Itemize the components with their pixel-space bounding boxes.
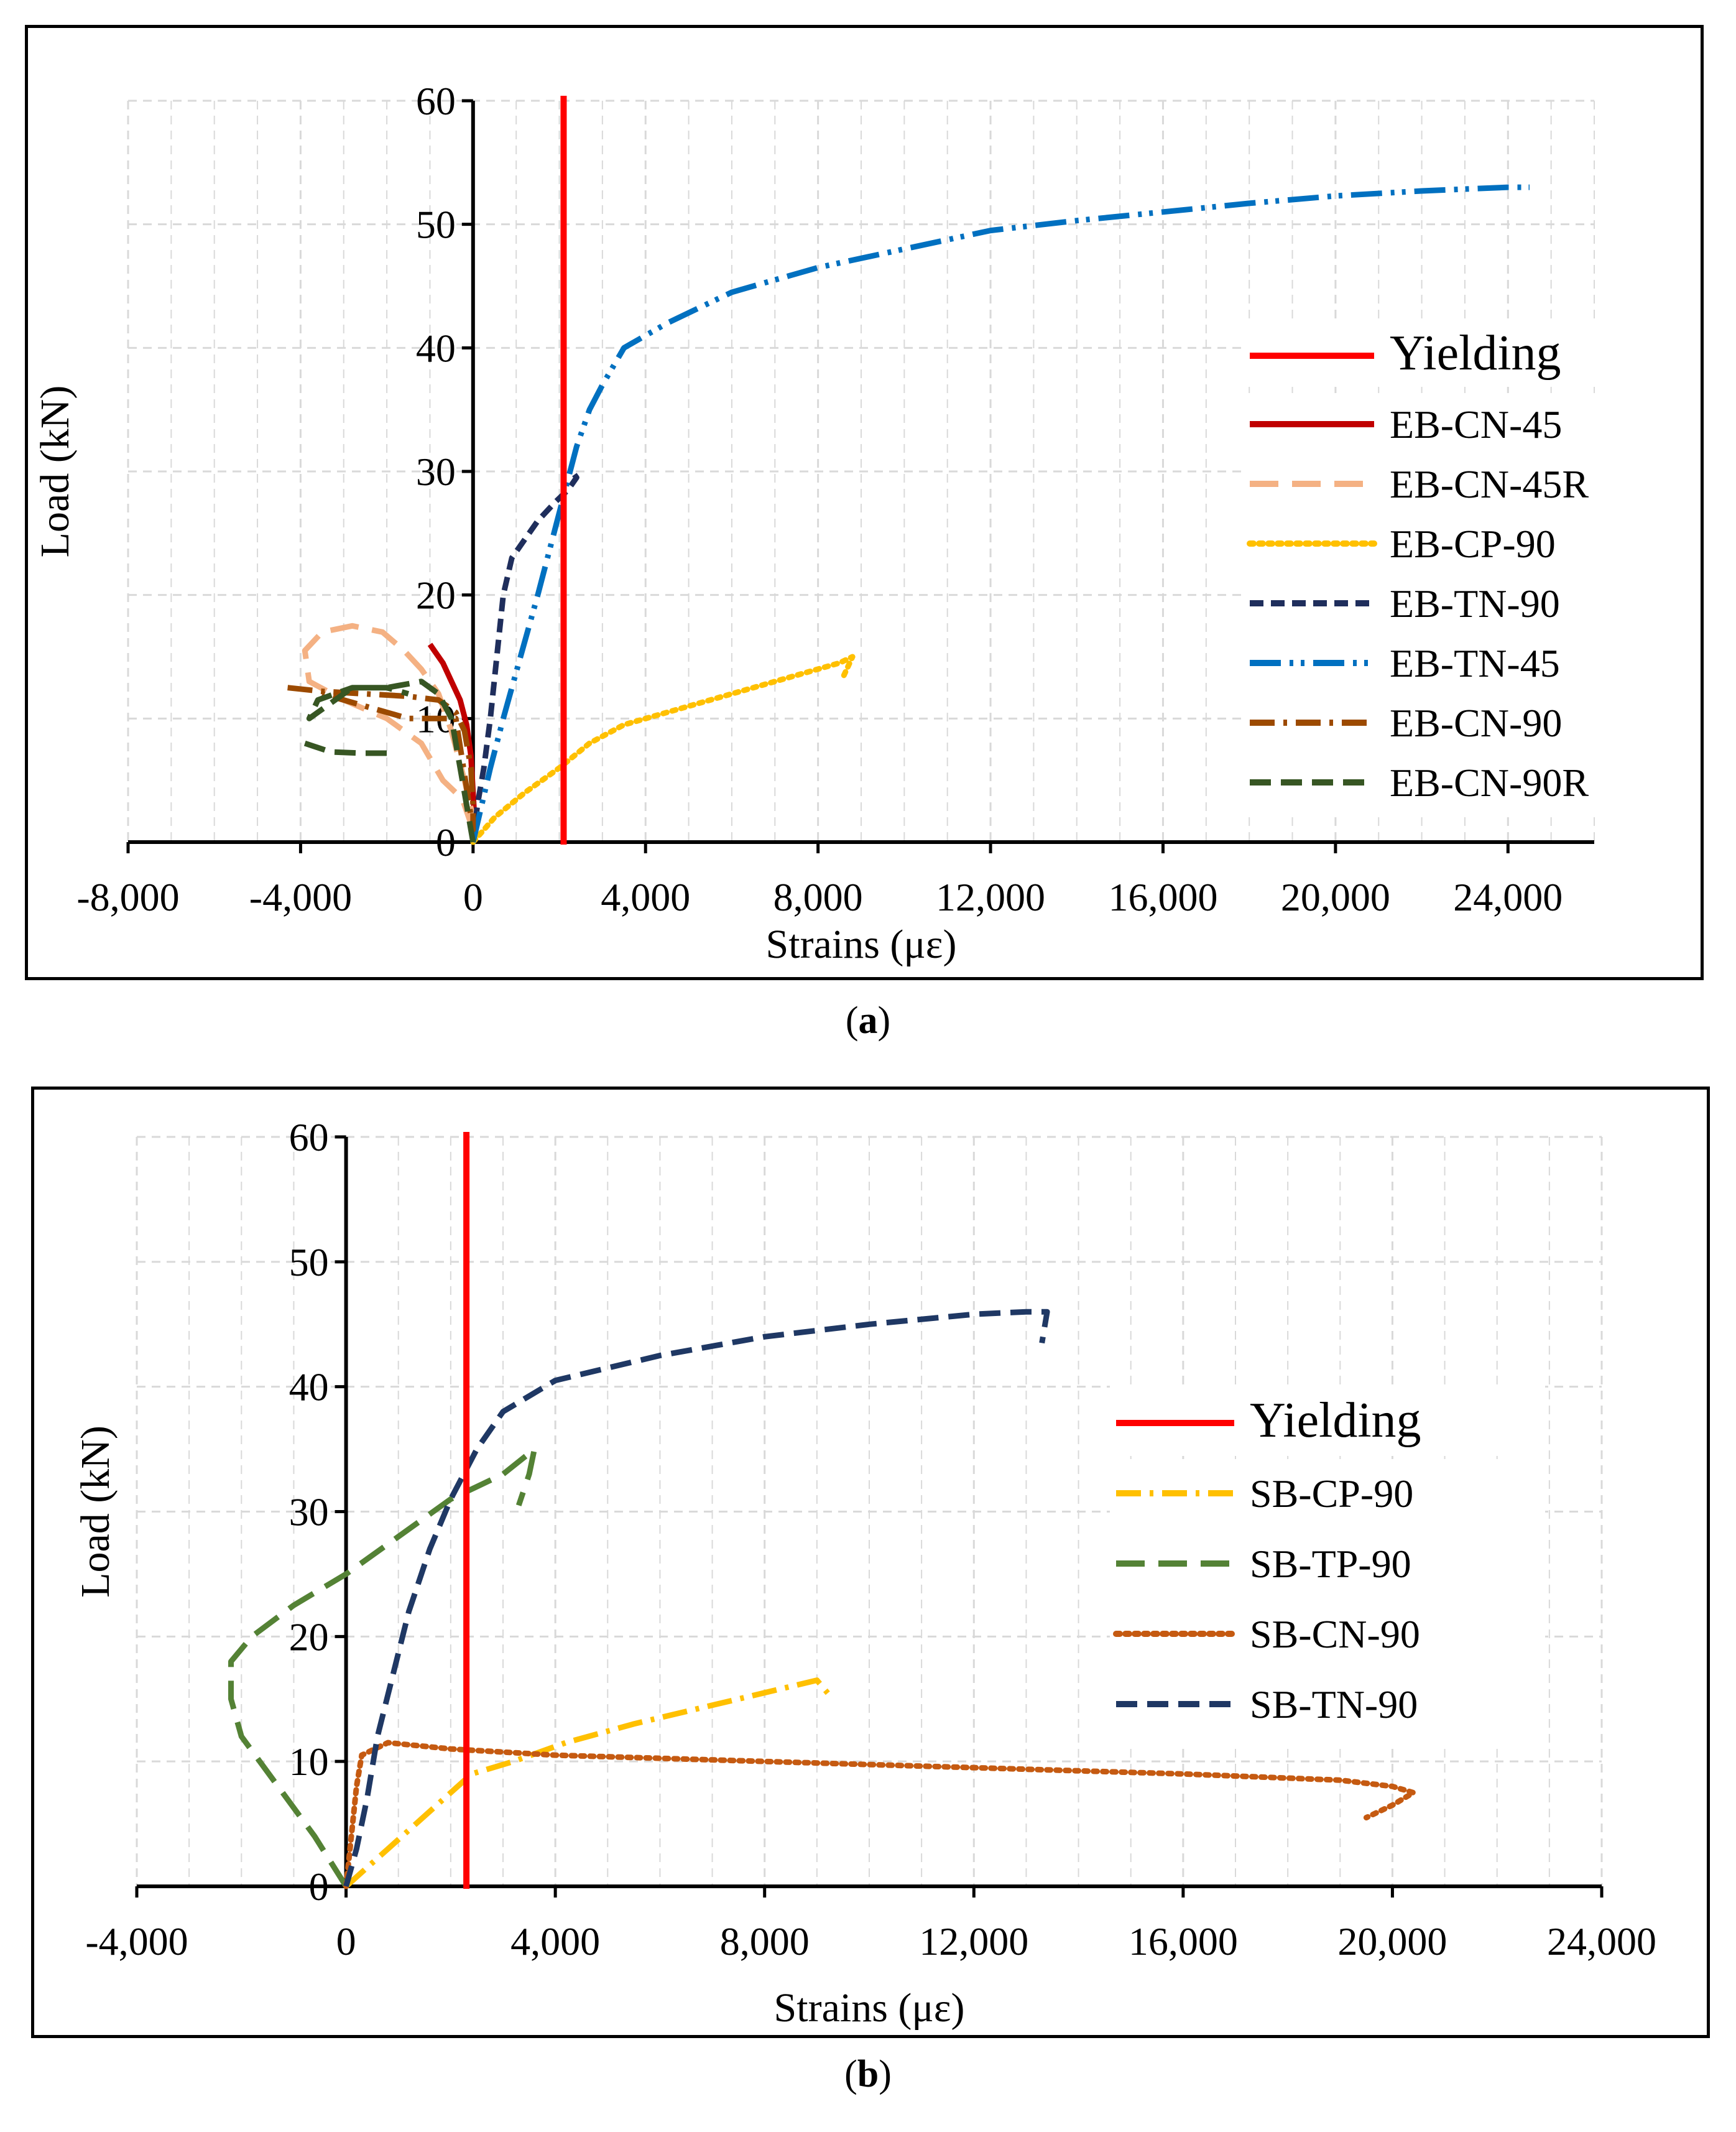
legend: Yielding EB-CN-45 EB-CN-45R EB-CP-90 EB-TN-9… <box>1244 318 1679 812</box>
y-tick-label: 50 <box>289 1240 329 1284</box>
x-tick-label: 8,000 <box>720 1919 810 1963</box>
x-axis-title: Strains (με) <box>774 1985 965 2031</box>
x-tick-label: 4,000 <box>601 875 690 919</box>
x-tick-label: 8,000 <box>773 875 863 919</box>
x-tick-label: -4,000 <box>85 1919 188 1963</box>
x-tick-label: 16,000 <box>1129 1919 1238 1963</box>
legend-bg <box>1110 1604 1545 1674</box>
legend-label: EB-CN-45 <box>1390 402 1562 447</box>
y-tick-label: 0 <box>436 820 456 864</box>
series-sb-tn-90 <box>343 1309 1050 1888</box>
caption-a: (a) <box>845 999 891 1042</box>
gridlines <box>136 1136 1603 1886</box>
x-tick-label: 0 <box>336 1919 356 1963</box>
legend-bg <box>1110 1674 1545 1745</box>
y-tick-label: 30 <box>416 450 456 494</box>
legend-label: SB-CP-90 <box>1250 1472 1413 1516</box>
x-tick-label: 0 <box>463 875 483 919</box>
chart-a: -8,000 -4,000 0 4,000 8,000 12,000 16,000 20,00… <box>32 79 1679 967</box>
legend-label: Yielding <box>1250 1393 1421 1448</box>
x-tick-label: 4,000 <box>510 1919 600 1963</box>
legend-label: EB-CN-90 <box>1390 701 1562 745</box>
legend-bg <box>1110 1534 1545 1604</box>
legend-bg <box>1110 1463 1545 1534</box>
y-axis-title: Load (kN) <box>73 1425 118 1598</box>
y-tick-label: 50 <box>416 203 456 247</box>
caption-b: (b) <box>844 2053 892 2095</box>
y-tick-label: 60 <box>289 1115 329 1159</box>
series-eb-cn-45r <box>302 623 476 831</box>
series-eb-cn-90r <box>306 679 476 843</box>
legend-label: Yielding <box>1390 326 1561 381</box>
x-tick-label: 24,000 <box>1547 1919 1656 1963</box>
series-eb-cn-90r-tail <box>303 740 395 756</box>
y-tick-label: 60 <box>416 79 456 123</box>
x-tick-label: 20,000 <box>1281 875 1390 919</box>
legend-label: EB-CN-45R <box>1390 462 1589 506</box>
x-tick-label: 24,000 <box>1453 875 1563 919</box>
y-tick-label: 40 <box>416 326 456 370</box>
x-tick-label: 12,000 <box>936 875 1045 919</box>
x-tick-label: 16,000 <box>1108 875 1217 919</box>
legend-label: SB-TP-90 <box>1250 1542 1411 1586</box>
legend: Yielding SB-CP-90 SB-TP-90 SB-CN-90 SB-TN-90 <box>1110 1386 1545 1745</box>
y-tick-label: 40 <box>289 1365 329 1409</box>
y-tick-label: 20 <box>416 573 456 618</box>
series-eb-cp-90 <box>470 654 856 845</box>
y-tick-label: 30 <box>289 1490 329 1534</box>
series-sb-tp-90 <box>228 1446 537 1888</box>
x-axis-title: Strains (με) <box>766 922 957 967</box>
legend-label: SB-TN-90 <box>1250 1682 1418 1726</box>
y-tick-label: 10 <box>289 1740 329 1784</box>
y-axis-title: Load (kN) <box>32 386 78 558</box>
y-tick-label: 20 <box>289 1615 329 1659</box>
legend-label: EB-TN-90 <box>1390 582 1560 626</box>
x-tick-label: 20,000 <box>1337 1919 1447 1963</box>
chart-b: -4,000 0 4,000 8,000 12,000 16,000 20,000 24,00… <box>73 1115 1656 2031</box>
legend-label: SB-CN-90 <box>1250 1612 1420 1656</box>
y-tick-label: 0 <box>309 1865 329 1909</box>
series-eb-tn-45 <box>470 184 1530 843</box>
series-sb-cp-90 <box>344 1677 835 1889</box>
legend-label: EB-CN-90R <box>1390 761 1589 805</box>
x-tick-label: -4,000 <box>249 875 352 919</box>
legend-label: EB-TN-45 <box>1390 641 1560 685</box>
x-tick-label: -8,000 <box>76 875 179 919</box>
legend-label: EB-CP-90 <box>1390 522 1556 566</box>
series-sb-cn-90 <box>343 1740 1416 1889</box>
x-tick-label: 12,000 <box>919 1919 1028 1963</box>
series-eb-tn-90 <box>470 470 579 843</box>
